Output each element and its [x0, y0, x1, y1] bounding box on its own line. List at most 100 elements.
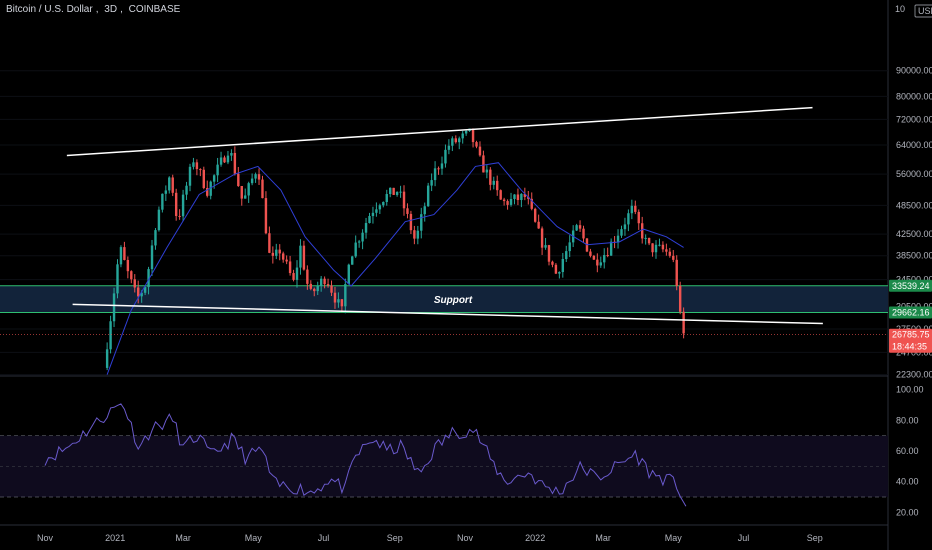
- candle-body[interactable]: [658, 244, 661, 246]
- candle-body[interactable]: [209, 181, 212, 196]
- candle-body[interactable]: [513, 194, 516, 199]
- candle-body[interactable]: [537, 221, 540, 229]
- candle-body[interactable]: [130, 271, 133, 280]
- candle-body[interactable]: [295, 267, 299, 280]
- candle-body[interactable]: [382, 201, 385, 206]
- candle-body[interactable]: [281, 253, 285, 260]
- candle-body[interactable]: [668, 251, 672, 256]
- candle-body[interactable]: [496, 180, 499, 191]
- candle-body[interactable]: [178, 215, 181, 217]
- candle-body[interactable]: [233, 152, 237, 174]
- candle-body[interactable]: [330, 285, 333, 293]
- candle-body[interactable]: [661, 244, 665, 250]
- candle-body[interactable]: [192, 162, 195, 167]
- candle-body[interactable]: [402, 191, 406, 209]
- time-axis[interactable]: Nov 2021 Mar May Jul Sep Nov 2022 Mar May Jul Sep: [37, 533, 823, 543]
- candle-body[interactable]: [589, 251, 592, 256]
- candle-body[interactable]: [385, 194, 388, 202]
- candle-body[interactable]: [133, 279, 136, 288]
- candle-body[interactable]: [302, 245, 306, 270]
- candle-body[interactable]: [461, 133, 464, 139]
- candle-body[interactable]: [285, 259, 288, 262]
- candle-body[interactable]: [143, 287, 147, 293]
- candle-body[interactable]: [247, 183, 250, 196]
- candle-body[interactable]: [164, 190, 168, 194]
- candle-body[interactable]: [306, 269, 309, 284]
- candle-body[interactable]: [547, 245, 551, 262]
- candle-body[interactable]: [568, 242, 571, 252]
- candle-body[interactable]: [482, 155, 485, 173]
- candle-body[interactable]: [337, 299, 340, 303]
- candle-body[interactable]: [395, 191, 399, 195]
- candle-body[interactable]: [333, 292, 337, 303]
- candle-body[interactable]: [406, 208, 409, 214]
- candle-body[interactable]: [319, 278, 323, 286]
- candle-body[interactable]: [599, 262, 602, 266]
- candle-body[interactable]: [257, 174, 261, 180]
- candle-body[interactable]: [444, 149, 447, 164]
- candle-body[interactable]: [326, 284, 330, 286]
- candle-body[interactable]: [375, 209, 378, 213]
- candle-body[interactable]: [520, 193, 523, 201]
- symbol-header[interactable]: Bitcoin / U.S. Dollar, 3D, COINBASE: [6, 4, 181, 15]
- candle-body[interactable]: [416, 230, 420, 239]
- candle-body[interactable]: [582, 228, 585, 239]
- candle-body[interactable]: [603, 255, 606, 263]
- candle-body[interactable]: [561, 259, 565, 273]
- candle-body[interactable]: [347, 264, 350, 285]
- candle-body[interactable]: [464, 130, 468, 134]
- candle-body[interactable]: [181, 194, 185, 217]
- candle-body[interactable]: [502, 199, 506, 202]
- support-trendline[interactable]: [72, 303, 823, 325]
- candle-body[interactable]: [558, 272, 561, 274]
- candle-body[interactable]: [388, 187, 392, 195]
- candle-body[interactable]: [309, 283, 313, 289]
- candle-body[interactable]: [592, 255, 596, 260]
- candle-body[interactable]: [551, 261, 554, 265]
- candle-body[interactable]: [357, 241, 361, 243]
- candle-body[interactable]: [451, 138, 454, 146]
- candle-body[interactable]: [264, 198, 268, 234]
- candle-body[interactable]: [226, 155, 230, 163]
- candle-body[interactable]: [313, 288, 316, 292]
- candle-body[interactable]: [250, 178, 254, 184]
- candle-body[interactable]: [202, 169, 206, 189]
- candle-body[interactable]: [426, 185, 430, 207]
- candle-body[interactable]: [168, 177, 171, 191]
- candle-body[interactable]: [620, 229, 623, 236]
- candle-body[interactable]: [288, 261, 292, 274]
- candle-body[interactable]: [506, 201, 509, 205]
- candle-body[interactable]: [423, 206, 426, 215]
- candle-body[interactable]: [157, 209, 161, 231]
- candle-body[interactable]: [116, 264, 119, 294]
- candle-body[interactable]: [413, 230, 416, 239]
- candle-body[interactable]: [119, 247, 123, 265]
- candle-body[interactable]: [340, 299, 344, 307]
- candle-body[interactable]: [323, 278, 326, 285]
- candle-body[interactable]: [354, 242, 357, 257]
- candle-body[interactable]: [150, 245, 154, 270]
- candle-body[interactable]: [109, 321, 112, 350]
- candle-body[interactable]: [278, 249, 281, 254]
- candle-body[interactable]: [458, 138, 461, 143]
- trendlines-layer[interactable]: [66, 106, 823, 325]
- candle-body[interactable]: [244, 195, 247, 199]
- candle-body[interactable]: [623, 224, 627, 230]
- candle-body[interactable]: [578, 225, 582, 229]
- candle-body[interactable]: [292, 273, 295, 280]
- candle-body[interactable]: [606, 255, 609, 257]
- candle-body[interactable]: [219, 157, 223, 165]
- candle-body[interactable]: [654, 244, 658, 253]
- candle-body[interactable]: [240, 186, 243, 199]
- candle-body[interactable]: [271, 252, 275, 256]
- candle-body[interactable]: [651, 243, 654, 253]
- candle-body[interactable]: [136, 287, 140, 297]
- candle-body[interactable]: [188, 166, 192, 186]
- candle-body[interactable]: [478, 146, 482, 156]
- candle-body[interactable]: [665, 249, 668, 252]
- candle-body[interactable]: [212, 175, 216, 182]
- candle-body[interactable]: [672, 255, 675, 260]
- candle-body[interactable]: [299, 245, 302, 268]
- candle-body[interactable]: [433, 168, 437, 181]
- candle-body[interactable]: [471, 128, 475, 143]
